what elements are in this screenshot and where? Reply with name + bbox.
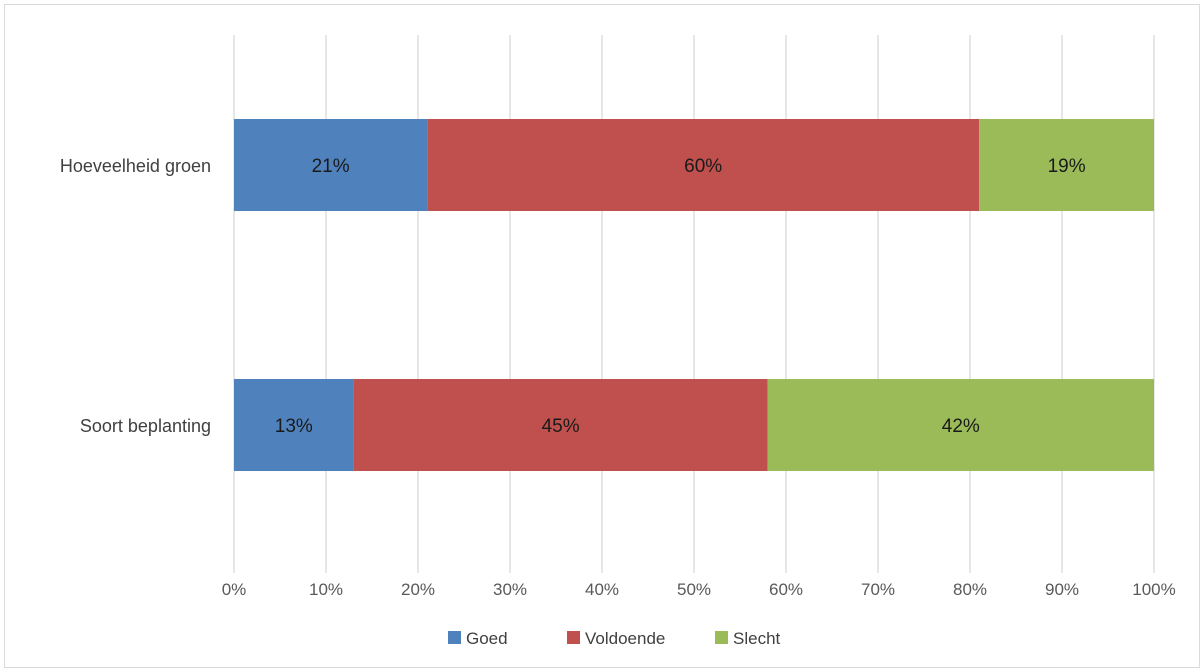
x-axis-tick-labels: 0% 10% 20% 30% 40% 50% 60% 70% 80% 90% 100% <box>222 580 1176 599</box>
legend-swatch-slecht <box>715 631 728 644</box>
x-tick-label: 40% <box>585 580 619 599</box>
data-labels: 21% 60% 19% 13% 45% 42% <box>275 156 1086 437</box>
category-labels: Hoeveelheid groen Soort beplanting <box>60 156 211 436</box>
legend-swatch-goed <box>448 631 461 644</box>
chart-frame: 21% 60% 19% 13% 45% 42% Hoeveelheid groen Soor… <box>4 4 1200 668</box>
x-tick-label: 70% <box>861 580 895 599</box>
legend-label: Slecht <box>733 629 781 648</box>
data-label: 42% <box>942 416 980 437</box>
bars <box>234 119 1154 471</box>
x-tick-label: 0% <box>222 580 247 599</box>
x-tick-label: 10% <box>309 580 343 599</box>
category-label: Hoeveelheid groen <box>60 156 211 176</box>
legend: Goed Voldoende Slecht <box>448 629 781 648</box>
bar-segment-goed <box>234 119 428 211</box>
bar-segment-voldoende <box>427 119 980 211</box>
category-label: Soort beplanting <box>80 416 211 436</box>
legend-swatch-voldoende <box>567 631 580 644</box>
legend-label: Goed <box>466 629 508 648</box>
x-tick-label: 30% <box>493 580 527 599</box>
bar-segment-slecht <box>767 379 1154 471</box>
legend-label: Voldoende <box>585 629 665 648</box>
bar-segment-slecht <box>979 119 1154 211</box>
x-tick-label: 100% <box>1132 580 1175 599</box>
x-tick-label: 90% <box>1045 580 1079 599</box>
data-label: 60% <box>684 156 722 177</box>
data-label: 19% <box>1048 156 1086 177</box>
x-tick-label: 20% <box>401 580 435 599</box>
data-label: 45% <box>542 416 580 437</box>
x-tick-label: 60% <box>769 580 803 599</box>
bar-segment-voldoende <box>353 379 768 471</box>
bar-segment-goed <box>234 379 354 471</box>
x-tick-label: 50% <box>677 580 711 599</box>
gridlines <box>233 35 1155 573</box>
stacked-bar-chart: 21% 60% 19% 13% 45% 42% Hoeveelheid groen Soor… <box>60 35 1176 648</box>
data-label: 21% <box>312 156 350 177</box>
x-tick-label: 80% <box>953 580 987 599</box>
data-label: 13% <box>275 416 313 437</box>
